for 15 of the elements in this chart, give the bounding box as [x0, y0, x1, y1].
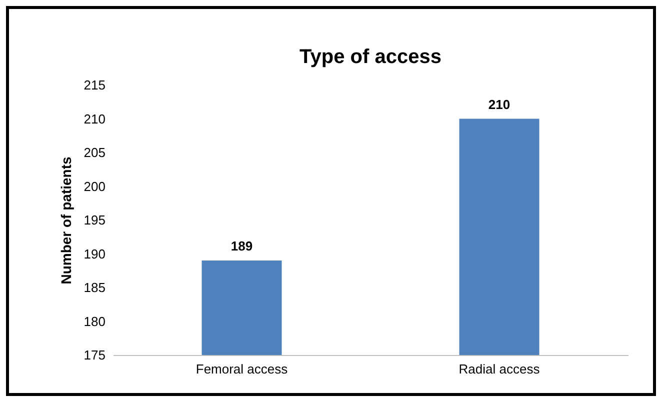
x-tick-label: Femoral access: [196, 362, 288, 376]
y-tick-label: 185: [84, 280, 106, 295]
y-tick-label: 210: [84, 111, 106, 126]
y-tick-label: 180: [84, 314, 106, 329]
y-tick-label: 205: [84, 145, 106, 160]
y-tick-label: 190: [84, 246, 106, 262]
y-axis-title: Number of patients: [58, 156, 74, 284]
y-tick-label: 175: [84, 348, 106, 362]
y-tick-label: 215: [84, 78, 106, 92]
x-tick-label: Radial access: [458, 362, 540, 376]
data-label: 210: [488, 96, 510, 112]
y-tick-label: 195: [84, 212, 106, 228]
y-tick-label: 200: [84, 178, 106, 194]
chart-title: Type of access: [300, 46, 442, 68]
data-label: 189: [230, 238, 253, 254]
